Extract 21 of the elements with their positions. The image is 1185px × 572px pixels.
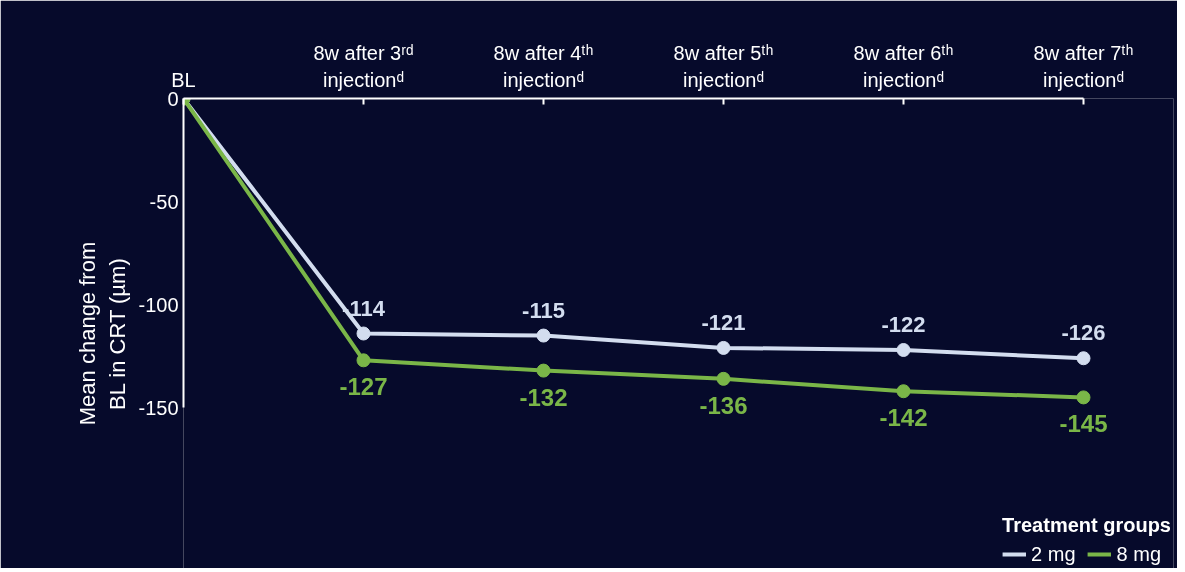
data-label: -142 xyxy=(879,404,928,432)
data-label: -126 xyxy=(1061,320,1106,346)
data-label: -122 xyxy=(881,311,926,337)
x-tick-label: 8w after 4ᵗʰ injectionᵈ xyxy=(493,42,594,91)
data-label: -132 xyxy=(519,383,568,411)
data-label: -145 xyxy=(1059,410,1108,438)
data-label: -127 xyxy=(339,373,388,401)
x-tick-label: 8w after 3ʳᵈ injectionᵈ xyxy=(313,42,414,91)
legend-label: 2 mg xyxy=(1031,542,1076,566)
legend-title: Treatment groups xyxy=(1002,514,1171,537)
y-tick-label: -100 xyxy=(138,293,179,316)
data-label: -136 xyxy=(699,391,748,419)
legend-label: 8 mg xyxy=(1116,542,1162,566)
x-tick-label: 8w after 5ᵗʰ injectionᵈ xyxy=(673,42,774,91)
x-tick-label: 8w after 6ᵗʰ injectionᵈ xyxy=(853,42,954,91)
y-tick-label: -150 xyxy=(138,396,179,419)
y-tick-label: -50 xyxy=(149,190,179,213)
x-tick-label: 8w after 7ᵗʰ injectionᵈ xyxy=(1033,42,1134,91)
y-axis-title: Mean change from BL in CRT (µm) xyxy=(75,241,131,426)
data-label: -121 xyxy=(701,309,746,335)
data-label: -115 xyxy=(522,297,565,323)
